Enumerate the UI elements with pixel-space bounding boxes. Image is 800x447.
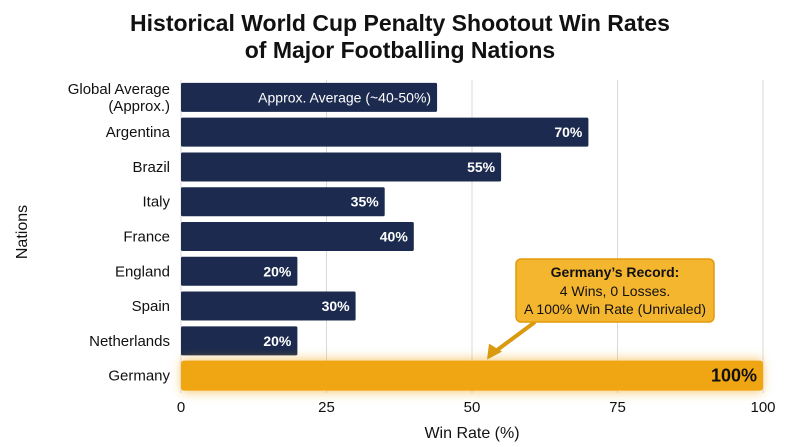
x-axis-tick-labels: 0 25 50 75 100 [177,399,776,416]
y-tick-label: Global Average [68,81,170,98]
y-tick-label: England [115,263,170,280]
y-tick-label: Italy [142,194,170,211]
x-tick-label: 25 [318,399,335,416]
bar-spain [181,291,356,321]
x-tick-label: 100 [750,399,775,416]
callout-text: 4 Wins, 0 Losses. [560,283,671,299]
y-axis-tick-labels: Global Average(Approx.) Argentina Brazil It… [68,81,171,385]
bar-brazil [181,152,502,182]
bar-value-label: Approx. Average (~40-50%) [258,89,431,105]
bar-value-label: 55% [467,159,496,175]
callout-title: Germany’s Record: [551,264,680,280]
chart-title-line-1: Historical World Cup Penalty Shootout Wi… [130,10,670,36]
bar-italy [181,187,385,217]
bar-value-label: 35% [351,194,380,210]
y-tick-label: Spain [132,298,170,315]
bars: Approx. Average (~40-50%) 70% 55% 35% 40% 20%… [181,82,763,393]
y-axis-label: Nations [14,205,31,259]
bar-netherlands [181,326,298,356]
callout-text: A 100% Win Rate (Unrivaled) [524,301,706,317]
callout-arrowhead [487,343,502,360]
bar-value-label: 20% [263,263,292,279]
bar-france [181,222,414,251]
bar-value-label: 100% [711,366,757,386]
y-tick-label: Argentina [106,124,171,141]
bar-value-label: 40% [380,229,409,245]
y-tick-label: Brazil [132,159,170,176]
y-tick-label: Germany [108,368,170,385]
x-tick-label: 75 [609,399,626,416]
chart-title-line-2: of Major Footballing Nations [245,37,555,63]
bar-value-label: 70% [554,124,583,140]
callout-arrow [493,320,537,354]
x-tick-label: 0 [177,399,185,416]
bar-value-label: 30% [322,298,351,314]
bar-england [181,256,298,286]
y-tick-label: France [123,229,170,246]
y-tick-label: Netherlands [89,333,170,350]
bar-germany [181,360,763,391]
bar-global-average [181,82,438,112]
bar-argentina [181,117,589,147]
x-tick-label: 50 [464,399,481,416]
y-tick-label: (Approx.) [108,98,170,115]
x-axis-label: Win Rate (%) [424,425,519,442]
bar-value-label: 20% [263,333,292,349]
callout-box [515,258,715,323]
germany-record-callout: Germany’s Record: 4 Wins, 0 Losses. A 100%… [487,258,715,360]
